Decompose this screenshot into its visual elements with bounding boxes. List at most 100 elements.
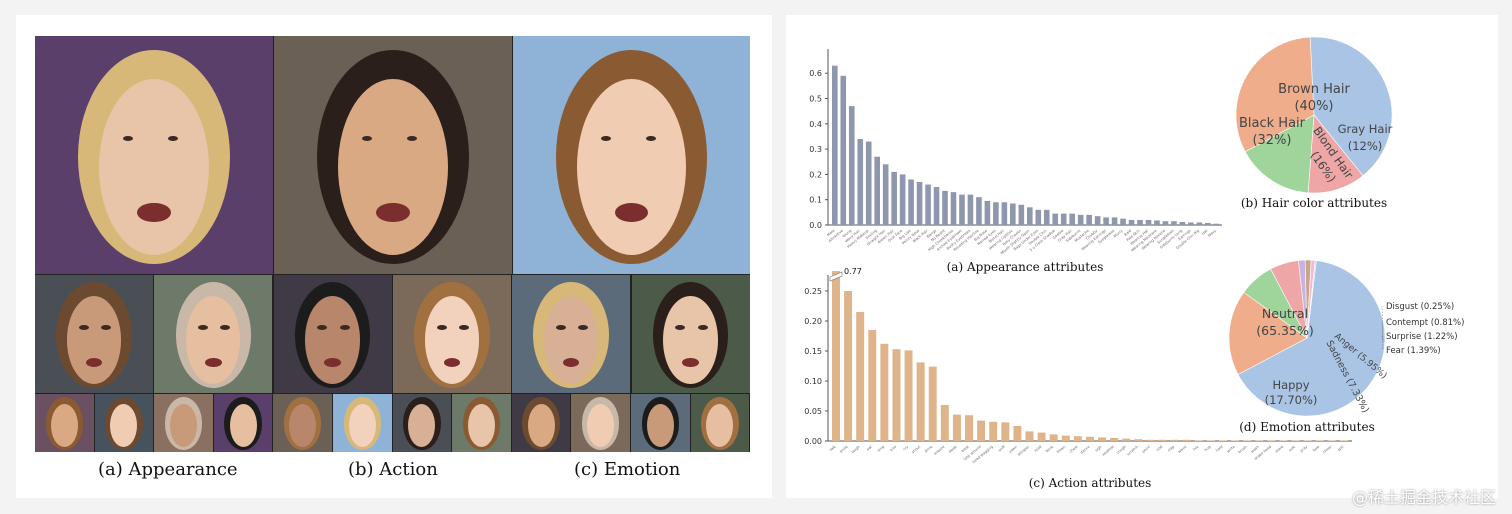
action-bar-chart-axis-break-marker [829, 271, 843, 282]
pie-emotion-slice [1228, 291, 1308, 375]
action-bar-chart-x-tick-label: lick [1192, 444, 1200, 452]
action-bar-chart-bar [1339, 440, 1348, 441]
action-bar-chart-x-tick-label: blow [961, 445, 970, 454]
action-bar-chart-bar [1170, 439, 1179, 441]
appearance-bar-chart-x-tick-label: Blurry [1113, 228, 1124, 239]
pie-emotion-slice [1306, 260, 1317, 339]
face-image-thumb [333, 394, 392, 452]
appearance-bar-chart-bar [959, 194, 965, 225]
action-bar-chart-x-tick-label: sulk [1288, 444, 1297, 452]
action-bar-chart-bar [880, 343, 889, 441]
appearance-bar-chart-bar [933, 187, 940, 225]
caption-action: (b) Action [348, 459, 438, 480]
caption-appearance: (a) Appearance [98, 459, 238, 480]
action-bar-chart-y-tick-label: 0.10 [804, 377, 822, 386]
appearance-bar-chart-bar [1179, 221, 1186, 225]
face-collage-panel: (a) Appearance (b) Action (c) Emotion [16, 15, 772, 498]
action-bar-chart-bar [1267, 440, 1276, 441]
action-bar-chart-bar [1327, 440, 1336, 441]
face-image-thumb [213, 394, 273, 452]
appearance-bar-chart-bar [1010, 203, 1016, 225]
appearance-bar-chart-bar [984, 200, 991, 225]
pie-hair-title: (b) Hair color attributes [1241, 196, 1387, 210]
face-image-thumb [452, 394, 511, 452]
watermark-text: @稀土掘金技术社区 [1351, 488, 1496, 507]
appearance-bar-chart-bar [891, 171, 897, 225]
appearance-bar-chart-bar [967, 194, 974, 225]
appearance-bar-chart-bar [840, 75, 847, 225]
face-image-emotion [513, 36, 750, 274]
appearance-bar-chart-bar [1213, 223, 1220, 225]
appearance-bar-chart-bar [882, 164, 889, 225]
appearance-bar-chart-bar [1196, 222, 1203, 225]
appearance-bar-chart-bar [1111, 217, 1118, 225]
appearance-bar-chart-x-tick-label: Goatee [1052, 228, 1065, 240]
appearance-bar-chart-bar [832, 65, 838, 225]
face-collage [35, 36, 750, 452]
action-bar-chart-bar [1146, 439, 1155, 441]
action-bar-chart-x-tick-label: drink [924, 444, 934, 454]
action-bar-chart-x-tick-label: smile [839, 444, 850, 454]
appearance-bar-chart-bar [1027, 207, 1033, 225]
appearance-bar-chart-bar [899, 174, 906, 225]
action-bar-chart-bar [989, 421, 998, 441]
action-bar-chart-bar [1315, 440, 1324, 441]
appearance-bar-chart-x-tick-label: Bald [1124, 229, 1133, 237]
action-bar-chart-bar [1206, 440, 1215, 441]
appearance-bar-chart-bar [908, 179, 914, 225]
action-bar-chart-bar [904, 350, 913, 441]
action-bar-chart-x-tick-label: clap [1167, 444, 1176, 452]
action-bar-chart-bar [916, 362, 925, 441]
action-bar-chart-bar [1001, 422, 1010, 441]
pie-emotion-title: (d) Emotion attributes [1239, 420, 1375, 434]
appearance-bar-chart-bar [1043, 209, 1050, 225]
appearance-bar-chart-bar [993, 202, 999, 225]
action-bar-chart-bar [1110, 438, 1119, 441]
appearance-bar-chart-bar [1069, 213, 1075, 225]
appearance-bar-chart-x-tick-label: Hat [1201, 228, 1209, 236]
action-bar-chart-bar [1218, 440, 1227, 441]
action-bar-chart-x-tick-label: cough [1116, 445, 1127, 455]
action-bar-chart-bar [1182, 439, 1191, 441]
face-image-thumb [154, 394, 213, 452]
action-bar-chart-x-tick-label: talk [829, 444, 837, 452]
pie-emotion-label: Neutral [1262, 306, 1308, 321]
action-bar-chart-y-tick-label: 0.05 [804, 407, 822, 416]
appearance-bar-chart-bar [1001, 202, 1008, 225]
action-bar-chart-x-tick-label: bow [1312, 445, 1320, 453]
pie-emotion-outside-label: Disgust (0.25%) [1386, 302, 1454, 312]
action-bar-chart-x-tick-label: laugh [851, 445, 861, 455]
face-image-thumb [631, 394, 690, 452]
appearance-bar-chart-bar [1188, 222, 1194, 225]
appearance-bar-chart-bar [848, 106, 855, 225]
pie-emotion-outside-label: Fear (1.39%) [1386, 346, 1441, 356]
appearance-bar-chart-bar [916, 182, 923, 225]
action-bar-chart-x-tick-label: write [1226, 444, 1236, 453]
action-bar-chart-y-tick-label: 0.25 [804, 287, 822, 296]
appearance-bar-chart-bar [1094, 216, 1101, 225]
action-bar-chart-bar [1085, 436, 1094, 441]
action-bar-chart-first-bar-label: 0.77 [844, 267, 862, 276]
appearance-bar-chart-bar [1145, 219, 1152, 225]
pie-hair-slice [1244, 114, 1315, 194]
action-bar-chart-x-tick-label: chew [1069, 445, 1079, 454]
action-bar-chart-bar [832, 271, 840, 441]
action-bar-chart-x-tick-label: cry [902, 444, 910, 451]
face-image-small [35, 275, 153, 393]
action-bar-chart-x-tick-label: hold [1215, 445, 1224, 453]
action-bar-chart-x-tick-label: wash [1250, 445, 1260, 454]
action-bar-chart-bar [1291, 440, 1300, 441]
action-bar-chart-title: (c) Action attributes [1029, 476, 1152, 490]
appearance-bar-chart-x-tick-label: Bangs [926, 229, 937, 239]
pie-hair-slice [1235, 36, 1315, 153]
appearance-bar-chart-bar [1035, 209, 1042, 225]
pie-hair-label: Black Hair [1239, 116, 1306, 131]
action-bar-chart-x-tick-label: sneeze [933, 444, 946, 456]
pie-emotion-leader-line [1381, 335, 1384, 344]
appearance-bar-chart-bar [950, 192, 957, 225]
action-bar-chart-bar [1013, 426, 1022, 441]
action-bar-chart-bar [977, 420, 986, 441]
appearance-bar-chart-y-tick-label: 0.4 [809, 120, 822, 129]
pie-emotion-pct: (17.70%) [1265, 393, 1318, 407]
caption-emotion: (c) Emotion [574, 459, 681, 480]
